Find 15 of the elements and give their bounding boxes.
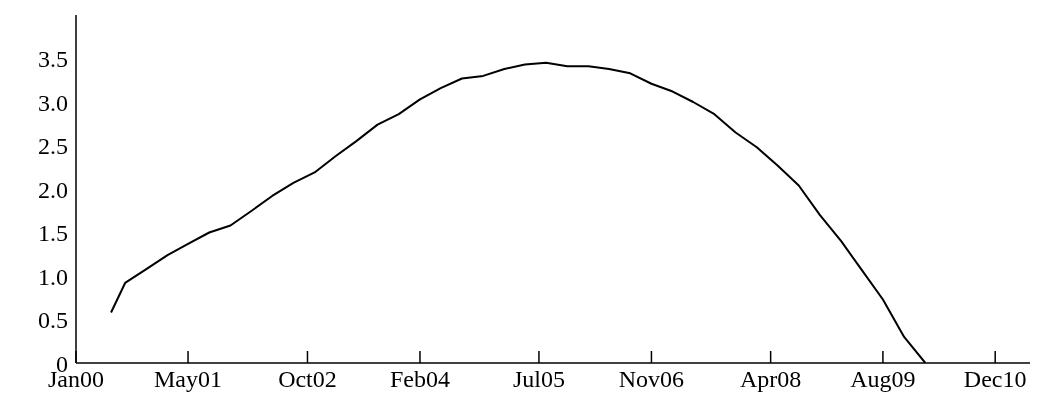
x-tick-label: Nov06 [618,366,685,392]
y-tick-label: 2.5 [38,133,68,160]
y-tick-label: 1.0 [38,263,68,290]
y-tick-label: 1.5 [38,220,68,247]
x-tick-label: Jul05 [512,366,565,392]
x-tick-label: May01 [154,366,223,392]
y-tick-label: 3.0 [38,89,68,116]
x-tick-label: Aug09 [850,366,916,392]
y-tick-label: 0.5 [38,307,68,334]
x-tick-label: Dec10 [963,366,1027,392]
y-tick-label: 2.0 [38,176,68,203]
x-tick-label: Feb04 [389,366,450,392]
x-tick-label: Oct02 [278,366,337,392]
x-tick-label: Apr08 [739,366,802,392]
y-tick-label: 3.5 [38,46,68,73]
